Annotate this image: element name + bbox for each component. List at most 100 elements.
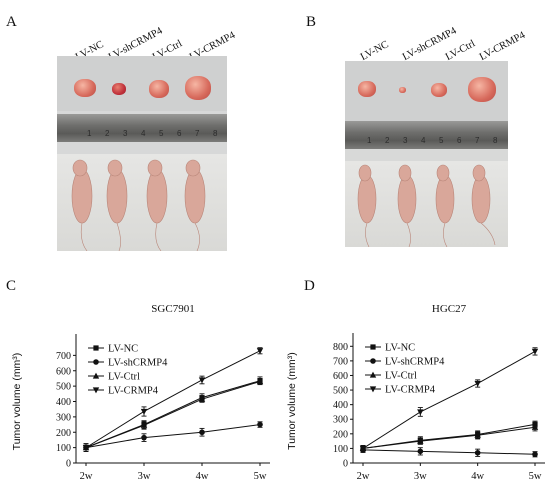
y-tick-label: 300	[56, 412, 71, 423]
y-tick-label: 700	[333, 356, 348, 367]
series-line-lv-ctrl	[362, 426, 536, 449]
y-tick-label: 700	[56, 351, 71, 362]
legend-marker-lv-crmp4	[92, 387, 100, 394]
ruler: 1 2 3 4 5 6 7 8	[345, 121, 508, 149]
data-point-lv-ctrl	[256, 378, 264, 385]
y-tick-label: 600	[333, 371, 348, 382]
y-tick-label: 500	[333, 386, 348, 397]
photo-label-b-lv-crmp4: LV-CRMP4	[477, 29, 528, 63]
y-tick-label: 500	[56, 382, 71, 393]
y-tick-label: 0	[343, 459, 348, 470]
tumor-lv-nc	[358, 81, 376, 97]
series-line-lv-ctrl	[85, 381, 261, 449]
ruler-tick: 3	[403, 136, 408, 145]
y-tick-label: 800	[333, 342, 348, 353]
series-line-lv-shcrmp4	[362, 449, 536, 455]
y-tick-label: 400	[56, 397, 71, 408]
data-point-lv-ctrl	[474, 431, 481, 438]
series-line-lv-crmp4	[85, 350, 261, 449]
ruler-tick: 8	[213, 129, 218, 138]
ruler-tick: 4	[421, 136, 426, 145]
legend-label-lv-nc: LV-NC	[108, 344, 138, 355]
tumor-lv-ctrl	[431, 83, 447, 97]
legend-marker-lv-crmp4	[369, 386, 377, 393]
photo-panel-b: 1 2 3 4 5 6 7 8	[345, 61, 508, 247]
ruler-tick: 5	[439, 136, 444, 145]
legend-marker-lv-ctrl	[92, 372, 100, 379]
ruler-tick: 6	[457, 136, 462, 145]
y-axis-label: Tumor volume (mm³)	[11, 353, 23, 451]
data-point-lv-ctrl	[140, 421, 148, 428]
ruler-tick: 2	[385, 136, 390, 145]
chart-title: SGC7901	[151, 303, 194, 315]
series-line-lv-shcrmp4	[85, 424, 261, 449]
photo-label-b-lv-nc: LV-NC	[358, 39, 391, 63]
y-tick-label: 300	[333, 415, 348, 426]
y-tick-label: 200	[56, 428, 71, 439]
panel-letter-c: C	[6, 278, 17, 294]
tumor-lv-shcrmp4	[112, 83, 126, 95]
panel-letter-b: B	[306, 14, 317, 30]
data-point-lv-shcrmp4	[532, 451, 538, 458]
photo-panel-a: 1 2 3 4 5 6 7 8	[57, 56, 227, 251]
series-line-lv-crmp4	[362, 350, 536, 449]
ruler-tick: 7	[475, 136, 480, 145]
y-tick-label: 100	[333, 444, 348, 455]
chart-hgc27: HGC27 0 100 200 300 400 500 600 700 800 Tumor volu…	[286, 303, 545, 482]
ruler: 1 2 3 4 5 6 7 8	[57, 114, 227, 142]
chart-sgc7901: SGC7901 0 100 200 300 400 500 600 700 Tumor volum…	[11, 303, 270, 482]
y-tick-label: 600	[56, 366, 71, 377]
y-tick-label: 100	[56, 443, 71, 454]
x-tick-label: 3w	[138, 471, 151, 482]
data-point-lv-crmp4	[417, 409, 424, 416]
data-point-lv-crmp4	[359, 445, 367, 452]
panel-letter-a: A	[6, 14, 17, 30]
ruler-tick: 7	[195, 129, 200, 138]
data-point-lv-crmp4	[82, 445, 90, 452]
data-point-lv-shcrmp4	[474, 449, 481, 456]
tumor-lv-nc	[74, 79, 96, 97]
ruler-tick: 3	[123, 129, 128, 138]
tumor-lv-crmp4	[185, 76, 211, 100]
tumor-lv-shcrmp4	[399, 87, 406, 93]
tumor-lv-crmp4	[468, 77, 496, 102]
data-point-lv-shcrmp4	[141, 434, 147, 441]
legend-label-lv-nc: LV-NC	[385, 343, 415, 354]
x-tick-label: 4w	[196, 471, 209, 482]
data-point-lv-ctrl	[417, 437, 424, 444]
data-point-lv-ctrl	[531, 423, 539, 430]
ruler-tick: 1	[367, 136, 372, 145]
legend-label-lv-shcrmp4: LV-shCRMP4	[108, 358, 168, 369]
mouse-image	[357, 164, 496, 247]
legend-label-lv-crmp4: LV-CRMP4	[385, 385, 436, 396]
chart-title: HGC27	[432, 303, 467, 315]
legend-marker-lv-nc	[93, 345, 99, 351]
legend-marker-lv-ctrl	[369, 371, 377, 378]
legend-label-lv-crmp4: LV-CRMP4	[108, 386, 159, 397]
x-tick-label: 3w	[414, 471, 427, 482]
y-axis-label: Tumor volume (mm³)	[286, 352, 298, 450]
legend-marker-lv-nc	[370, 344, 376, 350]
ruler-tick: 4	[141, 129, 146, 138]
y-tick-label: 0	[66, 459, 71, 470]
data-point-lv-crmp4	[256, 348, 264, 355]
x-tick-label: 2w	[357, 471, 370, 482]
photo-label-b-lv-ctrl: LV-Ctrl	[443, 38, 478, 63]
mouse-image	[71, 159, 206, 251]
legend-label-lv-ctrl: LV-Ctrl	[108, 372, 140, 383]
data-point-lv-crmp4	[198, 377, 206, 384]
ruler-tick: 1	[87, 129, 92, 138]
data-point-lv-shcrmp4	[417, 448, 424, 455]
y-tick-label: 400	[333, 400, 348, 411]
data-point-lv-ctrl	[198, 395, 206, 402]
legend-marker-lv-shcrmp4	[93, 359, 99, 365]
ruler-tick: 8	[493, 136, 498, 145]
data-point-lv-crmp4	[531, 348, 539, 355]
data-point-lv-crmp4	[140, 408, 148, 415]
x-tick-label: 2w	[80, 471, 93, 482]
ruler-tick: 5	[159, 129, 164, 138]
legend-marker-lv-shcrmp4	[370, 358, 376, 364]
x-tick-label: 4w	[471, 471, 484, 482]
panel-letter-d: D	[304, 278, 315, 294]
x-tick-label: 5w	[254, 471, 267, 482]
